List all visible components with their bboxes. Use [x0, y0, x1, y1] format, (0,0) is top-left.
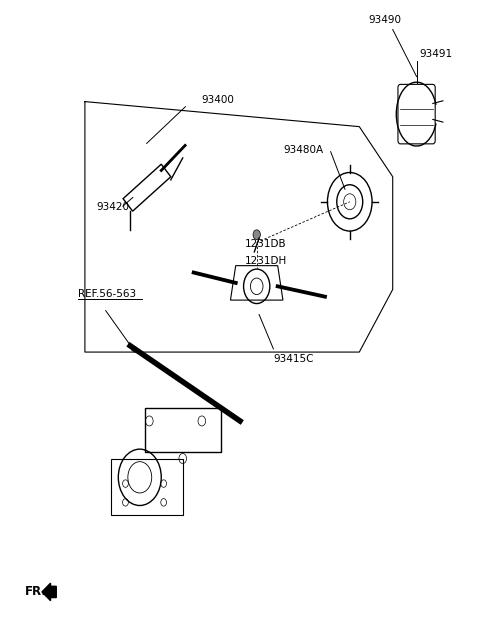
Text: FR.: FR. [25, 586, 47, 598]
FancyArrow shape [42, 583, 56, 601]
Text: 1231DH: 1231DH [245, 255, 287, 265]
Text: 93490: 93490 [369, 15, 402, 25]
Text: 93491: 93491 [419, 49, 452, 59]
Text: 93480A: 93480A [283, 145, 324, 155]
Circle shape [253, 230, 260, 240]
Text: 1231DB: 1231DB [245, 239, 287, 248]
Text: 93415C: 93415C [274, 354, 314, 364]
Text: 93420: 93420 [97, 202, 130, 212]
Text: 93400: 93400 [202, 95, 235, 104]
Text: REF.56-563: REF.56-563 [78, 289, 136, 299]
